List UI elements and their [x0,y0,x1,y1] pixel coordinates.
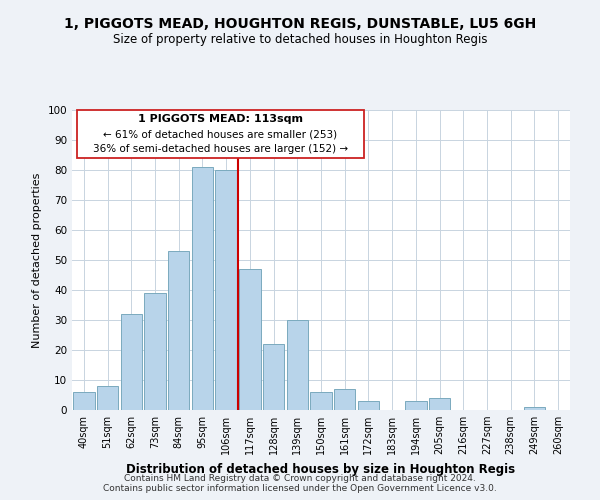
Bar [145,293,166,410]
Bar [97,386,118,410]
Text: 36% of semi-detached houses are larger (152) →: 36% of semi-detached houses are larger (… [92,144,348,154]
Bar [263,344,284,410]
Text: Contains public sector information licensed under the Open Government Licence v3: Contains public sector information licen… [103,484,497,493]
Text: Contains HM Land Registry data © Crown copyright and database right 2024.: Contains HM Land Registry data © Crown c… [124,474,476,483]
Bar [239,269,260,410]
Text: Size of property relative to detached houses in Houghton Regis: Size of property relative to detached ho… [113,32,487,46]
Bar [287,320,308,410]
Bar [358,401,379,410]
FancyBboxPatch shape [77,110,364,158]
Bar [215,170,237,410]
Bar [73,392,95,410]
Bar [168,251,190,410]
Y-axis label: Number of detached properties: Number of detached properties [32,172,42,348]
Bar [310,392,332,410]
X-axis label: Distribution of detached houses by size in Houghton Regis: Distribution of detached houses by size … [127,462,515,475]
Bar [524,407,545,410]
Bar [334,389,355,410]
Bar [192,167,213,410]
Text: 1 PIGGOTS MEAD: 113sqm: 1 PIGGOTS MEAD: 113sqm [138,114,303,124]
Bar [405,401,427,410]
Text: ← 61% of detached houses are smaller (253): ← 61% of detached houses are smaller (25… [103,130,337,140]
Bar [121,314,142,410]
Text: 1, PIGGOTS MEAD, HOUGHTON REGIS, DUNSTABLE, LU5 6GH: 1, PIGGOTS MEAD, HOUGHTON REGIS, DUNSTAB… [64,18,536,32]
Bar [429,398,450,410]
